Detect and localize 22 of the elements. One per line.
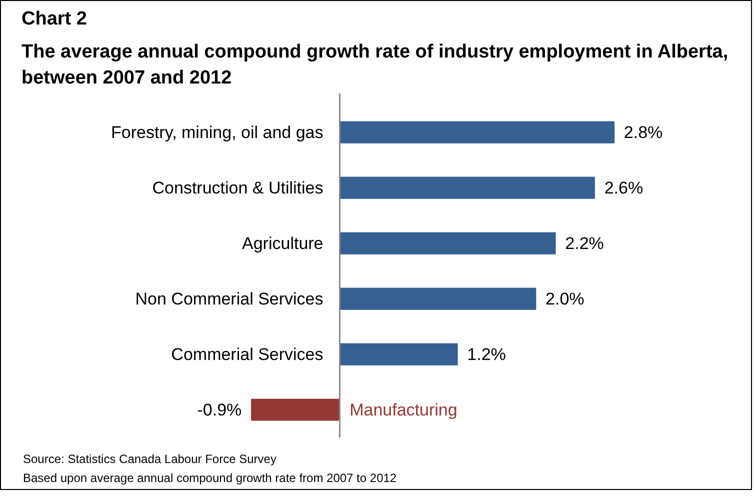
y-tick-label: Manufacturing <box>350 400 458 420</box>
data-label: 2.2% <box>565 234 604 253</box>
y-tick-label: Non Commerial Services <box>135 289 324 308</box>
y-tick-label: Agriculture <box>242 234 324 253</box>
data-label: 2.6% <box>604 178 644 198</box>
bar <box>339 343 458 366</box>
data-label: 2.0% <box>546 289 584 308</box>
y-tick-label: Commerial Services <box>171 344 324 364</box>
bar <box>339 121 615 144</box>
chart-subtitle: The average annual compound growth rate of industry employment in Alberta, between 2007 and 2012 <box>22 41 728 88</box>
text: Based upon average annual compound growth rate from 2007 to 2012 <box>23 470 397 488</box>
y-tick-label: Construction & Utilities <box>152 178 324 198</box>
bar <box>339 176 595 199</box>
text: Chart 2 <box>22 8 87 30</box>
data-label: 2.8% <box>624 122 663 142</box>
bar <box>339 288 536 310</box>
data-label: -0.9% <box>197 400 242 420</box>
y-tick-label: Forestry, mining, oil and gas <box>110 122 324 142</box>
bar <box>251 398 340 421</box>
bar <box>339 232 556 254</box>
data-label: 1.2% <box>467 344 506 364</box>
source-note: Source: Statistics Canada Labour Force Survey <box>23 451 276 468</box>
